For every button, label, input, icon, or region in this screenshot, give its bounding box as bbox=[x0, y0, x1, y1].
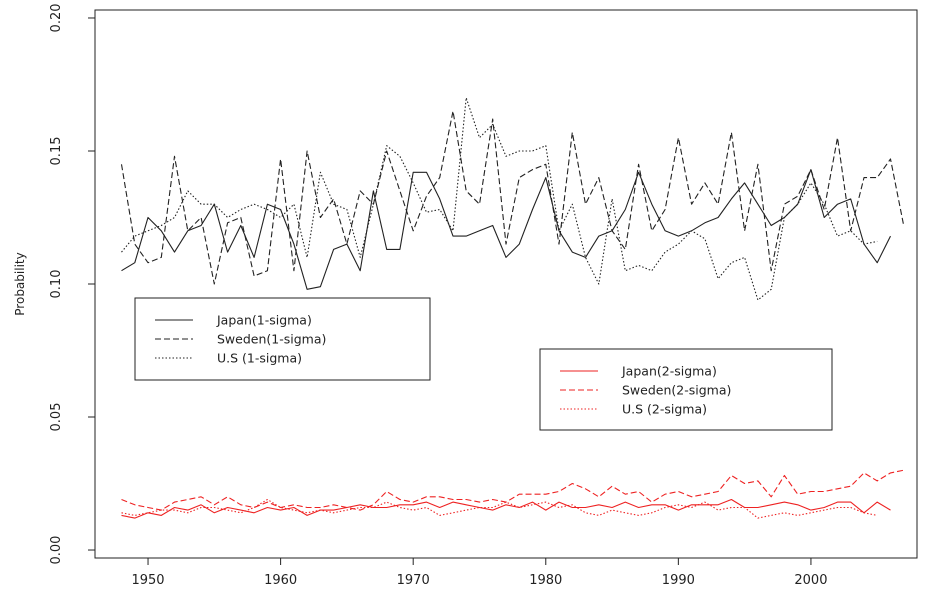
legend-label: U.S (1-sigma) bbox=[217, 351, 302, 366]
x-tick-label: 1970 bbox=[397, 573, 430, 588]
legend-2sigma: Japan(2-sigma) Sweden(2-sigma) U.S (2-sigm… bbox=[539, 348, 833, 431]
series-line-sweden-1-sigma bbox=[120, 110, 905, 285]
y-tick-label: 0.05 bbox=[49, 403, 64, 432]
x-tick-label: 1980 bbox=[529, 573, 562, 588]
y-tick-label: 0.00 bbox=[49, 536, 64, 565]
series-line-sweden-2-sigma bbox=[121, 469, 904, 511]
legend-label: Japan(2-sigma) bbox=[621, 364, 717, 379]
y-axis: 0.00 0.05 0.10 0.15 0.20 bbox=[49, 4, 96, 565]
legend-label: U.S (2-sigma) bbox=[622, 402, 707, 417]
x-tick-label: 1950 bbox=[131, 573, 164, 588]
series-line-japan-2-sigma bbox=[121, 498, 891, 519]
y-tick-label: 0.15 bbox=[49, 137, 64, 166]
plot-frame bbox=[94, 9, 918, 559]
series-layer bbox=[120, 97, 905, 519]
x-axis: 1950 1960 1970 1980 1990 2000 bbox=[131, 557, 827, 588]
y-axis-title: Probability bbox=[13, 252, 27, 315]
x-tick-label: 1990 bbox=[662, 573, 695, 588]
y-tick-label: 0.20 bbox=[49, 4, 64, 33]
legend-1sigma: Japan(1-sigma) Sweden(1-sigma) U.S (1-sigm… bbox=[134, 297, 431, 381]
y-tick-label: 0.10 bbox=[49, 270, 64, 299]
legend-label: Sweden(1-sigma) bbox=[217, 332, 326, 347]
x-tick-label: 1960 bbox=[264, 573, 297, 588]
x-tick-label: 2000 bbox=[794, 573, 827, 588]
series-line-japan-1-sigma bbox=[121, 169, 891, 290]
legend-label: Japan(1-sigma) bbox=[216, 313, 312, 328]
series-line-u-s-1-sigma bbox=[121, 97, 878, 301]
legend-label: Sweden(2-sigma) bbox=[622, 383, 731, 398]
